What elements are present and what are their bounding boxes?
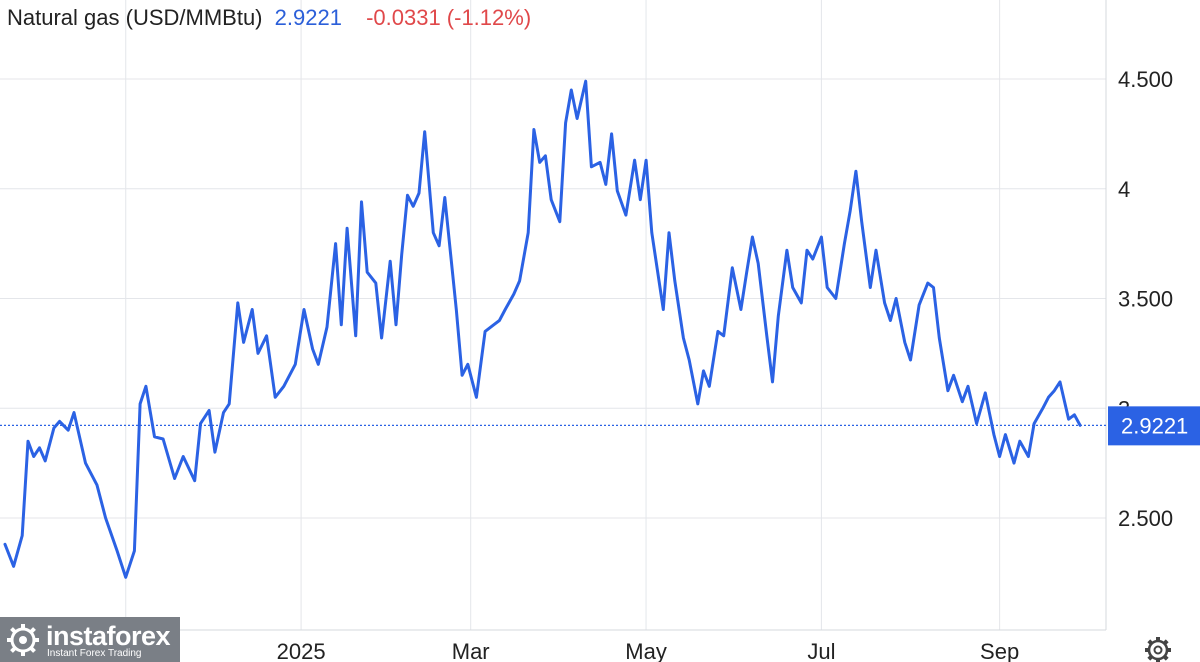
x-tick-label: 2025	[277, 639, 326, 662]
last-price-label: 2.9221	[1121, 413, 1188, 438]
watermark-logo: instaforex Instant Forex Trading	[0, 617, 180, 662]
y-tick-label: 2.500	[1118, 506, 1173, 531]
y-tick-label: 3.500	[1118, 287, 1173, 312]
x-tick-label: May	[625, 639, 667, 662]
x-tick-label: Sep	[980, 639, 1019, 662]
x-axis: Nov2025MarMayJulSep	[106, 639, 1019, 662]
last-price-tag: 2.9221	[1108, 406, 1200, 446]
instrument-name: Natural gas (USD/MMBtu)	[7, 5, 263, 30]
y-tick-label: 4	[1118, 177, 1130, 202]
series-line	[3, 79, 1082, 579]
x-tick-label: Jul	[807, 639, 835, 662]
grid-lines	[0, 0, 1106, 630]
last-price-tag-bg	[1108, 406, 1200, 446]
price-change: -0.0331 (-1.12%)	[366, 5, 532, 30]
current-price: 2.9221	[274, 5, 342, 30]
chart-header: Natural gas (USD/MMBtu) 2.9221 -0.0331 (…	[7, 5, 537, 31]
instaforex-logo-icon	[7, 624, 39, 656]
watermark-tagline: Instant Forex Trading	[47, 648, 142, 659]
y-tick-label: 4.500	[1118, 67, 1173, 92]
watermark-brand: instaforex	[46, 621, 171, 651]
gear-icon[interactable]	[1145, 637, 1171, 662]
x-tick-label: Mar	[452, 639, 490, 662]
